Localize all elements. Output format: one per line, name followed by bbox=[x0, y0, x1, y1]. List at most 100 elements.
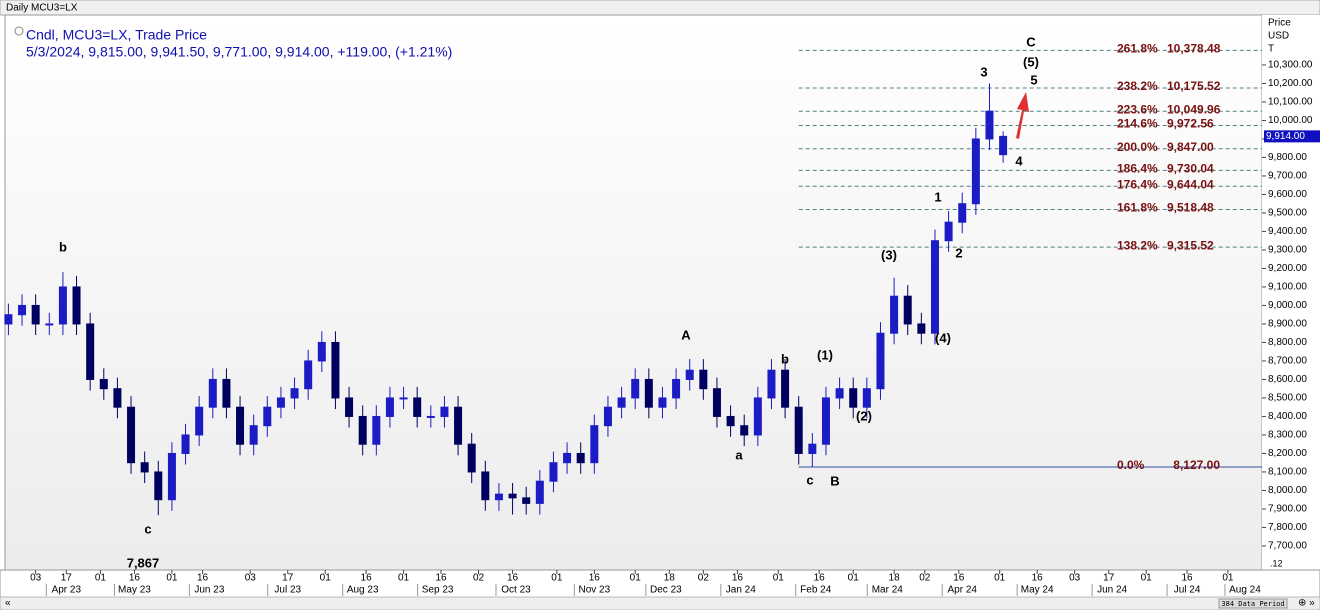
y-tick-label: 9,000.00 bbox=[1268, 300, 1307, 311]
scroll-left[interactable]: « bbox=[5, 598, 11, 609]
y-tick-label: 9,500.00 bbox=[1268, 208, 1307, 219]
candle-body bbox=[794, 406, 803, 454]
x-tick-label: 18 bbox=[664, 573, 676, 584]
chart-subtitle: 5/3/2024, 9,815.00, 9,941.50, 9,771.00, … bbox=[26, 44, 452, 60]
candle-body bbox=[535, 480, 544, 504]
fib-value: 8,127.00 bbox=[1173, 458, 1220, 472]
x-tick-label: 18 bbox=[889, 573, 901, 584]
y-tick-label: 8,400.00 bbox=[1268, 411, 1307, 422]
y-tick-label: 8,800.00 bbox=[1268, 337, 1307, 348]
candle-body bbox=[985, 110, 994, 140]
month-label: Apr 24 bbox=[947, 585, 977, 596]
y-tick-label: 10,100.00 bbox=[1268, 97, 1313, 108]
y-tick-label: 10,000.00 bbox=[1268, 115, 1313, 126]
candle-body bbox=[208, 378, 217, 408]
candle-body bbox=[890, 295, 899, 334]
candle-body bbox=[753, 397, 762, 436]
fib-pct: 238.2% bbox=[1117, 79, 1158, 93]
y-tick-label: 9,200.00 bbox=[1268, 263, 1307, 274]
candle-body bbox=[849, 388, 858, 408]
fib-value: 10,049.96 bbox=[1167, 102, 1221, 116]
month-label: Jan 24 bbox=[726, 585, 756, 596]
x-tick-label: 01 bbox=[773, 573, 785, 584]
y-tick-label: 7,800.00 bbox=[1268, 522, 1307, 533]
candle-body bbox=[276, 397, 285, 408]
candle-body bbox=[113, 388, 122, 408]
candle-body bbox=[508, 493, 517, 499]
scrollbar[interactable] bbox=[0, 596, 1320, 610]
candle-body bbox=[467, 443, 476, 473]
fib-pct: 223.6% bbox=[1117, 102, 1158, 116]
candle-body bbox=[4, 314, 13, 325]
x-tick-label: 16 bbox=[1181, 573, 1193, 584]
candle-body bbox=[767, 369, 776, 399]
y-tick-label: 8,700.00 bbox=[1268, 356, 1307, 367]
candle-body bbox=[494, 493, 503, 501]
x-tick-label: 03 bbox=[1069, 573, 1081, 584]
fib-value: 10,378.48 bbox=[1167, 42, 1221, 56]
candle-body bbox=[481, 471, 490, 501]
x-tick-label: 16 bbox=[435, 573, 447, 584]
x-tick-label: 01 bbox=[630, 573, 642, 584]
x-tick-label: 16 bbox=[732, 573, 744, 584]
wave-label: C bbox=[1026, 34, 1036, 49]
trend-arrow bbox=[1016, 92, 1029, 139]
candle-body bbox=[944, 221, 953, 242]
y-tick-label: 10,200.00 bbox=[1268, 78, 1313, 89]
scroll-right[interactable]: ⊕ » bbox=[1298, 598, 1315, 609]
candle-body bbox=[862, 388, 871, 408]
candle-body bbox=[726, 415, 735, 427]
fib-pct: 176.4% bbox=[1117, 177, 1158, 191]
x-tick-label: 17 bbox=[282, 573, 294, 584]
month-label: Apr 23 bbox=[52, 585, 82, 596]
candle-body bbox=[835, 388, 844, 399]
y-tick-label: 8,200.00 bbox=[1268, 448, 1307, 459]
wave-label: 4 bbox=[1015, 153, 1023, 168]
candle-body bbox=[821, 397, 830, 445]
y-tick-label: 10,300.00 bbox=[1268, 60, 1313, 71]
x-tick-label: 01 bbox=[994, 573, 1006, 584]
candle-body bbox=[372, 415, 381, 445]
x-tick-label: 01 bbox=[95, 573, 107, 584]
candle-body bbox=[181, 434, 190, 454]
candle-body bbox=[917, 323, 926, 334]
candle-body bbox=[617, 397, 626, 408]
candle-body bbox=[236, 406, 245, 445]
candle-body bbox=[631, 378, 640, 399]
month-label: Oct 23 bbox=[501, 585, 531, 596]
candle-body bbox=[263, 406, 272, 427]
x-tick-label: 16 bbox=[507, 573, 519, 584]
x-tick-label: 01 bbox=[398, 573, 410, 584]
fib-value: 10,175.52 bbox=[1167, 79, 1221, 93]
wave-label: c bbox=[806, 472, 813, 487]
x-tick-label: 16 bbox=[1032, 573, 1044, 584]
y-tick-label: 9,600.00 bbox=[1268, 189, 1307, 200]
wave-label: 7,867 bbox=[127, 555, 160, 570]
month-label: Jun 23 bbox=[194, 585, 224, 596]
wave-label: a bbox=[735, 447, 743, 462]
y-tick-label: 9,100.00 bbox=[1268, 282, 1307, 293]
candle-body bbox=[222, 378, 231, 408]
fib-pct: 186.4% bbox=[1117, 162, 1158, 176]
candle-body bbox=[971, 138, 980, 205]
candle-body bbox=[167, 452, 176, 501]
candle-body bbox=[685, 369, 694, 380]
x-tick-label: 16 bbox=[953, 573, 965, 584]
candle-body bbox=[699, 369, 708, 390]
x-tick-label: 16 bbox=[129, 573, 141, 584]
fib-pct: 214.6% bbox=[1117, 117, 1158, 131]
fib-value: 9,847.00 bbox=[1167, 140, 1214, 154]
candle-body bbox=[195, 406, 204, 436]
fib-pct: 161.8% bbox=[1117, 201, 1158, 215]
candle-body bbox=[140, 462, 149, 473]
y-axis-title: USD bbox=[1268, 31, 1289, 42]
candle-body bbox=[999, 135, 1008, 156]
month-label: Jul 23 bbox=[274, 585, 301, 596]
corner-label: .12 bbox=[1270, 558, 1283, 568]
wave-label: (3) bbox=[881, 247, 897, 262]
candle-body bbox=[781, 369, 790, 408]
x-tick-label: 02 bbox=[698, 573, 710, 584]
y-tick-label: 8,600.00 bbox=[1268, 374, 1307, 385]
y-axis-title: T bbox=[1268, 44, 1274, 55]
candle-body bbox=[876, 332, 885, 390]
